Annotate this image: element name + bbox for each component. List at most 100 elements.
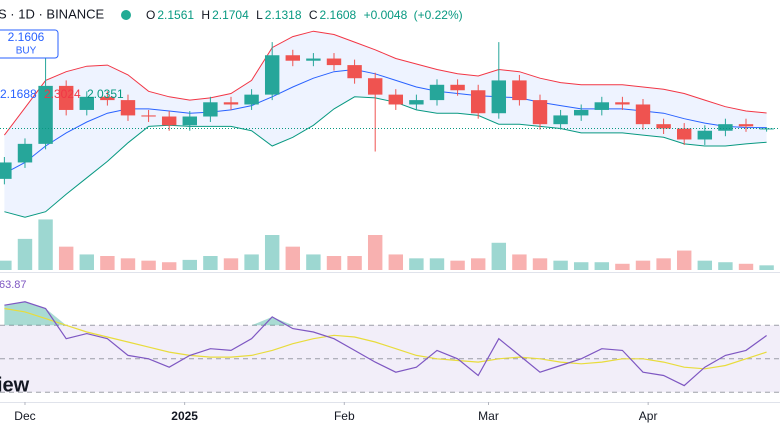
candle-body [306, 58, 321, 61]
candle-body [532, 100, 548, 125]
volume-bar [244, 254, 259, 270]
volume-bar [759, 265, 774, 270]
band-fill [4, 31, 767, 218]
candle-body [491, 80, 507, 114]
candle-body [594, 102, 610, 110]
candle-body [718, 124, 733, 131]
candle-body [553, 115, 568, 125]
volume-bar [120, 258, 136, 270]
candle-body [17, 143, 33, 163]
volume-bar [718, 262, 733, 270]
volume-bar [491, 242, 507, 270]
volume-bar [512, 254, 527, 270]
volume-bar [264, 235, 280, 270]
volume-bar [182, 259, 197, 270]
volume-bar [58, 246, 74, 270]
volume-bar [676, 250, 692, 270]
volume-bar [615, 263, 630, 270]
volume-bar [367, 235, 383, 270]
volume-bar [635, 260, 651, 270]
ohlc-label: L [256, 8, 263, 22]
candle-body [573, 109, 589, 116]
candle-body [635, 104, 651, 125]
volume-bar [553, 260, 568, 270]
candle-body [79, 96, 94, 110]
rsi-value: 63.87 [0, 279, 27, 291]
ohlc-label: H [201, 8, 210, 22]
volume-bar [17, 238, 33, 270]
ohlc-value: 2.1704 [212, 8, 249, 22]
x-tick-label: Apr [639, 409, 658, 423]
candle-body [244, 94, 259, 105]
volume-bar [141, 260, 156, 270]
volume-bar [532, 258, 548, 270]
candle-body [203, 102, 218, 117]
candle-body [326, 58, 342, 66]
volume-bar [429, 258, 445, 270]
candle-body [58, 85, 74, 110]
rsi-ma-line [4, 307, 767, 370]
volume-bar [738, 263, 754, 270]
candle-body [676, 128, 692, 140]
candle-body [759, 128, 774, 130]
buy-price[interactable]: 2.1606 [8, 30, 45, 44]
ohlc-value: 2.1608 [320, 8, 357, 22]
x-tick-label: Mar [478, 409, 499, 423]
volume-bar [100, 256, 115, 270]
x-tick-label: Dec [14, 409, 35, 423]
band-upper [4, 30, 767, 136]
volume-bar [470, 258, 486, 270]
volume-bar [697, 260, 713, 270]
ohlc-value: 2.1318 [265, 8, 302, 22]
volume-bar [326, 256, 342, 270]
ohlc-legend: O 2.1561 H 2.1704 L 2.1318 C 2.1608 +0.0048 … [146, 8, 463, 22]
candle-body [161, 116, 177, 126]
volume-bar [0, 260, 12, 270]
candle-body [470, 90, 486, 114]
volume-bar [285, 246, 300, 270]
candle-body [223, 102, 239, 105]
volume-bar [450, 260, 465, 270]
volume-bar [594, 262, 610, 270]
candle-body [450, 84, 465, 91]
market-status-dot [121, 10, 131, 20]
time-axis: Dec 2025 Feb Mar Apr [14, 402, 657, 423]
candle-body [512, 80, 527, 101]
symbol-line: S · 1D · BINANCE [0, 6, 105, 21]
candle-body [409, 100, 424, 105]
candle-body [141, 115, 156, 117]
candle-body [388, 94, 404, 105]
volume-bar [161, 262, 177, 270]
basis-value: 2.1688 [0, 87, 37, 101]
rsi-pane [0, 301, 780, 393]
volume-bar [573, 262, 589, 270]
candle-body [738, 124, 754, 127]
change: +0.0048 [364, 8, 408, 22]
candle-body [656, 124, 671, 129]
candle-body [347, 65, 362, 79]
buy-button[interactable] [0, 29, 59, 59]
volume-bar [347, 256, 362, 270]
candle-body [697, 130, 713, 140]
x-tick-label: Feb [334, 409, 355, 423]
candle-body [429, 84, 445, 101]
volume-bar [203, 256, 218, 270]
candle-body [615, 102, 630, 105]
candle-body [285, 55, 300, 61]
buy-label[interactable]: BUY [16, 46, 37, 57]
ohlc-label: O [146, 8, 155, 22]
ohlc-label: C [309, 8, 318, 22]
x-tick-label: 2025 [171, 409, 198, 423]
lower-value: 2.0351 [87, 87, 124, 101]
volume-bar [79, 254, 94, 270]
band-lower [4, 96, 767, 218]
volume-bar [388, 254, 404, 270]
candle-body [367, 78, 383, 95]
candle-body [120, 100, 136, 116]
change-pct: (+0.22%) [414, 8, 463, 22]
volume-bar [656, 258, 671, 270]
candle-body [182, 116, 197, 126]
price-pane [0, 30, 780, 270]
